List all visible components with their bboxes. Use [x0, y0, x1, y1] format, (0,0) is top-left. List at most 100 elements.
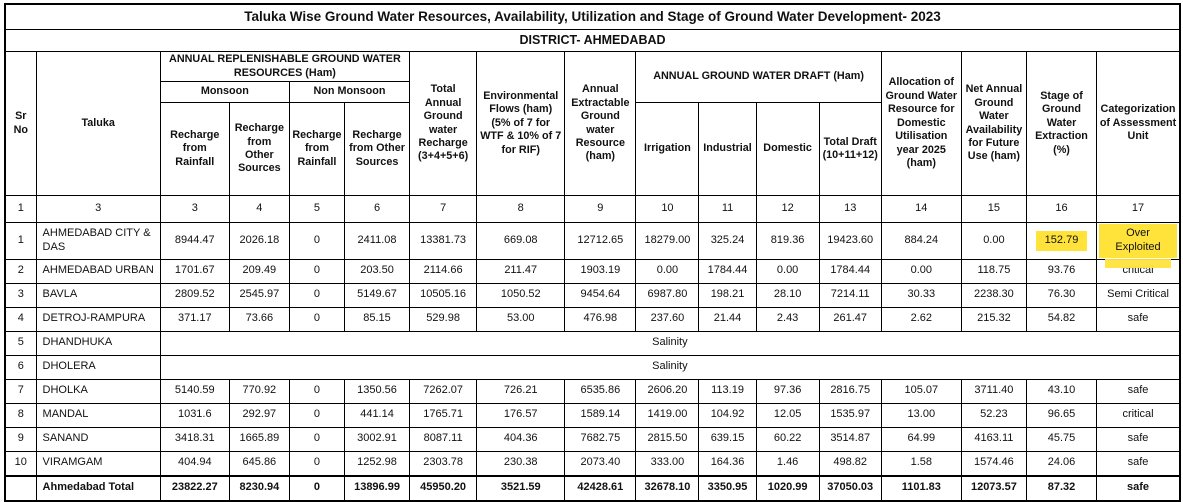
value-cell: 12.05: [755, 402, 820, 428]
value-cell: 9454.64: [564, 282, 637, 308]
column-number-cell: 14: [880, 195, 962, 223]
sr-cell: 4: [4, 306, 37, 332]
value-cell: 3418.31: [159, 426, 230, 452]
value-cell: 1419.00: [635, 402, 700, 428]
value-cell: 0: [288, 474, 345, 501]
value-cell: 0.00: [960, 222, 1027, 260]
value-cell: 404.94: [159, 450, 230, 476]
value-cell: 884.24: [880, 222, 962, 260]
value-cell: 770.92: [228, 378, 290, 404]
value-cell: 1020.99: [755, 474, 820, 501]
value-cell: 0.00: [755, 258, 820, 284]
value-cell: 0: [288, 258, 345, 284]
column-number-cell: 7: [409, 195, 478, 223]
table-row: 3 BAVLA 2809.52 2545.97 0 5149.67 10505.16 1050…: [4, 282, 1181, 308]
value-cell: 1031.6: [159, 402, 230, 428]
title-row: Taluka Wise Ground Water Resources, Avai…: [4, 3, 1181, 30]
value-cell: 24.06: [1025, 450, 1098, 476]
value-cell: 3350.95: [698, 474, 757, 501]
header-row-2: Monsoon Non Monsoon: [5, 81, 1180, 103]
value-cell: 2073.40: [564, 450, 637, 476]
header-gw-draft: ANNUAL GROUND WATER DRAFT (Ham): [635, 51, 882, 103]
value-cell: 404.36: [476, 426, 566, 452]
value-cell: 152.79: [1025, 222, 1098, 260]
column-number-row: 1 3 3 4 5 6 7 8 9 10 11 12 13 14 15 16 17: [4, 195, 1181, 223]
value-cell: 645.86: [228, 450, 290, 476]
header-total-draft: Total Draft (10+11+12): [818, 102, 882, 196]
value-cell: 261.47: [818, 306, 882, 332]
salinity-cell: Salinity: [159, 354, 1181, 380]
value-cell: 164.36: [698, 450, 757, 476]
value-cell: 1784.44: [698, 258, 757, 284]
table-row: 4 DETROJ-RAMPURA 371.17 73.66 0 85.15 529.98 53…: [4, 306, 1181, 332]
header-total-recharge: Total Annual Ground water Recharge (3+4+…: [409, 51, 478, 196]
value-cell: 113.19: [698, 378, 757, 404]
value-cell: Semi Critical: [1096, 282, 1181, 308]
value-cell: 0: [288, 282, 345, 308]
value-cell: 54.82: [1025, 306, 1098, 332]
value-cell: 45.75: [1025, 426, 1098, 452]
value-cell: safe: [1096, 426, 1181, 452]
value-cell: 215.32: [960, 306, 1027, 332]
value-cell: 7214.11: [818, 282, 882, 308]
value-cell: 8944.47: [159, 222, 230, 260]
value-cell: 42428.61: [564, 474, 637, 501]
value-cell: 371.17: [159, 306, 230, 332]
value-cell: 2816.75: [818, 378, 882, 404]
value-cell: 726.21: [476, 378, 566, 404]
header-domestic: Domestic: [755, 102, 820, 196]
header-categorization: Categorization of Assessment Unit: [1096, 51, 1181, 196]
value-cell: 45950.20: [409, 474, 478, 501]
column-number-cell: 12: [755, 195, 820, 223]
column-number-cell: 6: [343, 195, 411, 223]
sr-cell: 1: [4, 222, 37, 260]
column-number-cell: 17: [1096, 195, 1181, 223]
value-cell: 23822.27: [159, 474, 230, 501]
value-cell: 2.43: [755, 306, 820, 332]
value-cell: 529.98: [409, 306, 478, 332]
district-subtitle: DISTRICT- AHMEDABAD: [4, 29, 1181, 52]
value-cell: 0: [288, 222, 345, 260]
taluka-cell: DHANDHUKA: [35, 330, 161, 356]
value-cell: 8230.94: [228, 474, 290, 501]
value-cell: 2815.50: [635, 426, 700, 452]
value-cell: 8087.11: [409, 426, 478, 452]
taluka-cell: DETROJ-RAMPURA: [35, 306, 161, 332]
value-cell: 230.38: [476, 450, 566, 476]
value-cell: 7262.07: [409, 378, 478, 404]
header-sr-no: Sr No: [4, 51, 37, 196]
value-cell: safe: [1096, 378, 1181, 404]
taluka-cell: AHMEDABAD URBAN: [35, 258, 161, 284]
table-body: 1 3 3 4 5 6 7 8 9 10 11 12 13 14 15 16 17 1 AHMEDABAD CITY…: [4, 195, 1181, 501]
value-cell: 2114.66: [409, 258, 478, 284]
value-cell: 37050.03: [818, 474, 882, 501]
value-cell: 1050.52: [476, 282, 566, 308]
highlight-marker: 152.79: [1035, 230, 1088, 251]
value-cell: 2606.20: [635, 378, 700, 404]
taluka-cell: Ahmedabad Total: [35, 474, 161, 501]
taluka-cell: MANDAL: [35, 402, 161, 428]
sr-cell: 6: [4, 354, 37, 380]
table-row: 5 DHANDHUKA Salinity: [4, 330, 1181, 356]
value-cell: 105.07: [880, 378, 962, 404]
table-row: 9 SANAND 3418.31 1665.89 0 3002.91 8087.11 404.…: [4, 426, 1181, 452]
value-cell: 1589.14: [564, 402, 637, 428]
sr-cell: 7: [4, 378, 37, 404]
value-cell: 12712.65: [564, 222, 637, 260]
salinity-cell: Salinity: [159, 330, 1181, 356]
header-extractable-resource: Annual Extractable Ground water Resource…: [564, 51, 637, 196]
column-number-cell: 3: [35, 195, 161, 223]
value-cell: 21.44: [698, 306, 757, 332]
sr-cell: [4, 474, 37, 501]
value-cell: 1.58: [880, 450, 962, 476]
value-cell: safe: [1096, 450, 1181, 476]
value-cell: 104.92: [698, 402, 757, 428]
value-cell: 7682.75: [564, 426, 637, 452]
sr-cell: 5: [4, 330, 37, 356]
document-page: Taluka Wise Ground Water Resources, Avai…: [4, 3, 1181, 502]
sr-cell: 2: [4, 258, 37, 284]
value-cell: 333.00: [635, 450, 700, 476]
value-cell: 2545.97: [228, 282, 290, 308]
value-cell: 1765.71: [409, 402, 478, 428]
value-cell: 669.08: [476, 222, 566, 260]
